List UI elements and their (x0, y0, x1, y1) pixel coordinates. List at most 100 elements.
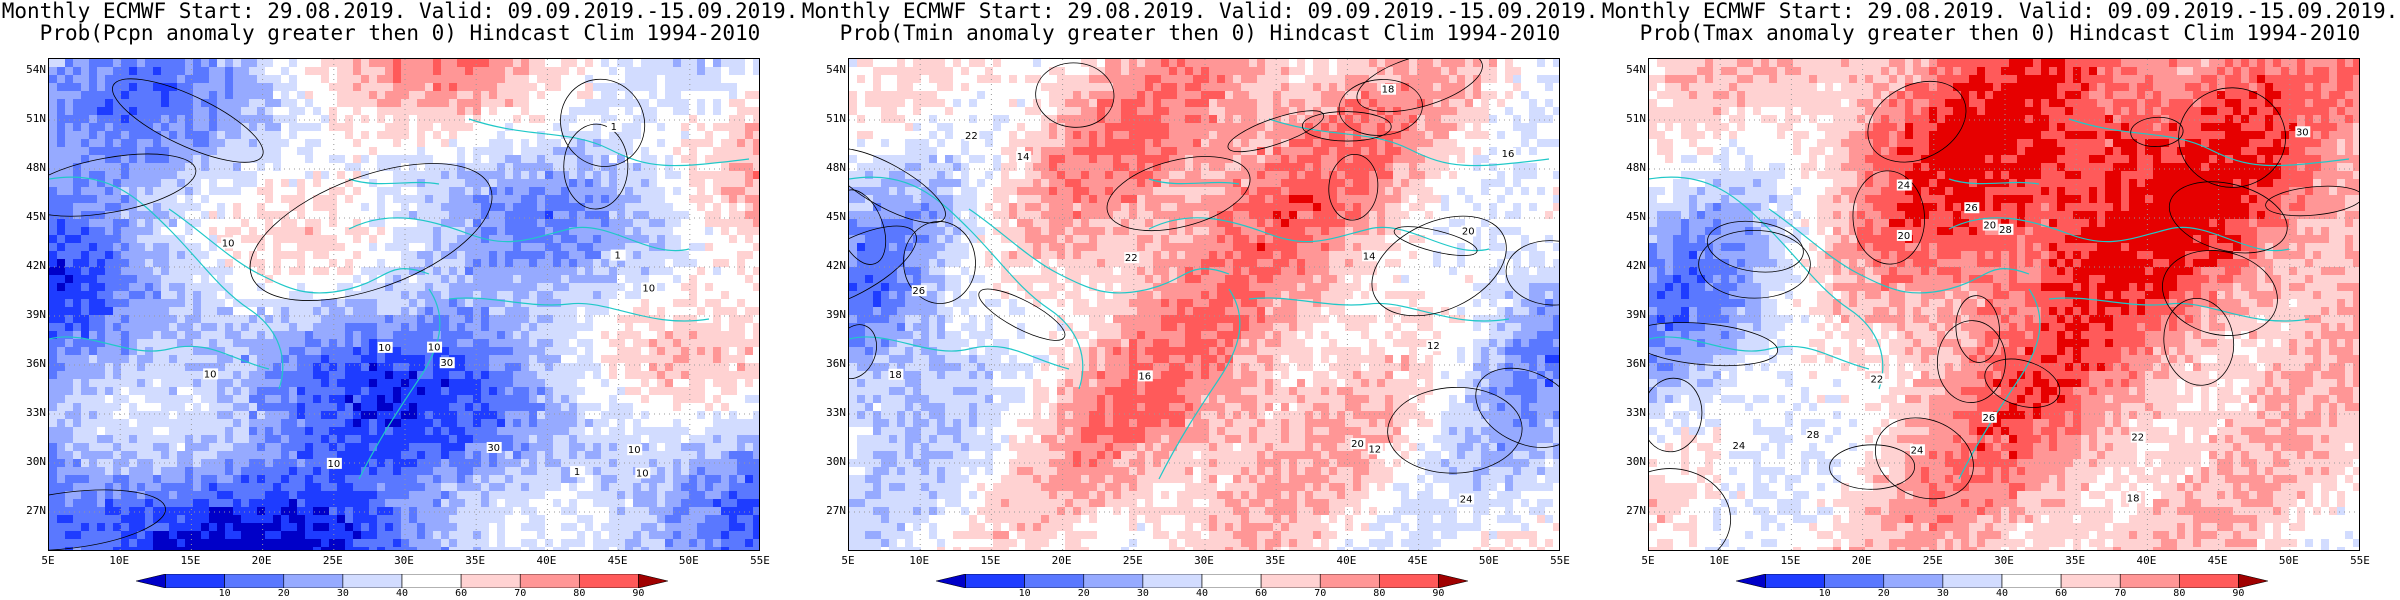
longitude-tick-label: 45E (2207, 554, 2228, 567)
longitude-tick-label: 40E (1336, 554, 1357, 567)
colorbar-label: 90 (1432, 588, 1445, 599)
contour-label: 26 (1982, 413, 1995, 424)
contour-label: 1 (574, 467, 580, 478)
contour-label: 22 (1870, 374, 1883, 385)
latitude-tick-label: 48N (26, 161, 46, 174)
colorbar-label: 70 (514, 588, 527, 599)
longitude-tick-label: 25E (1122, 554, 1143, 567)
longitude-tick-label: 40E (2136, 554, 2157, 567)
latitude-tick-label: 30N (826, 455, 846, 468)
colorbar-label: 10 (1018, 588, 1031, 599)
longitude-tick-label: 35E (1265, 554, 1286, 567)
probability-map: 20 22 24 26 28 24 22 20 18 24 26 28 30 (1648, 58, 2360, 551)
contour-label: 10 (636, 468, 649, 479)
latitude-tick-label: 54N (1626, 63, 1646, 76)
longitude-tick-label: 55E (750, 554, 770, 567)
longitude-tick-label: 20E (1051, 554, 1072, 567)
latitude-tick-label: 51N (1626, 112, 1646, 125)
longitude-tick-label: 50E (2278, 554, 2299, 567)
map-canvas: 20 22 24 26 28 24 22 20 18 24 26 28 30 (1649, 59, 2359, 550)
longitude-tick-label: 30E (1994, 554, 2014, 567)
longitude-tick-label: 45E (1407, 554, 1428, 567)
panel-title-line2: Prob(Pcpn anomaly greater then 0) Hindca… (39, 21, 761, 45)
colorbar-label: 40 (395, 588, 409, 599)
panel-title-line2: Prob(Tmin anomaly greater then 0) Hindca… (839, 21, 1561, 45)
latitude-tick-label: 36N (26, 357, 46, 370)
contour-label: 16 (1138, 371, 1151, 382)
contour-label: 28 (1807, 430, 1820, 441)
latitude-tick-label: 45N (1626, 210, 1646, 223)
contour-label: 30 (2296, 127, 2309, 138)
latitude-tick-label: 39N (26, 308, 46, 321)
latitude-tick-label: 39N (1626, 308, 1646, 321)
contour-label: 10 (428, 343, 441, 354)
contour-label: 1 (614, 251, 620, 262)
colorbar-label: 80 (573, 588, 586, 599)
colorbar-label: 20 (1077, 588, 1090, 599)
longitude-tick-label: 40E (536, 554, 557, 567)
contour-label: 10 (642, 283, 655, 294)
longitude-tick-label: 45E (607, 554, 628, 567)
colorbar-label: 40 (1195, 588, 1209, 599)
latitude-tick-label: 27N (26, 504, 46, 517)
latitude-tick-label: 30N (1626, 455, 1646, 468)
contour-label: 14 (1017, 152, 1030, 163)
colorbar-label: 90 (2232, 588, 2245, 599)
latitude-tick-label: 33N (826, 406, 846, 419)
longitude-tick-label: 10E (1709, 554, 1730, 567)
contour-label: 20 (1351, 439, 1364, 450)
latitude-tick-label: 54N (26, 63, 46, 76)
colorbar-label: 30 (1936, 588, 1949, 599)
colorbar-label: 20 (277, 588, 290, 599)
contour-label: 28 (1999, 225, 2012, 236)
colorbar-label: 10 (1818, 588, 1831, 599)
longitude-tick-label: 15E (180, 554, 201, 567)
contour-label: 30 (487, 443, 500, 454)
latitude-tick-label: 30N (26, 455, 46, 468)
map-panel-tmax: Monthly ECMWF Start: 29.08.2019. Valid: … (1600, 0, 2400, 600)
contour-label: 14 (1363, 251, 1376, 262)
colorbar (136, 574, 668, 588)
longitude-tick-label: 15E (980, 554, 1001, 567)
latitude-tick-label: 27N (826, 504, 846, 517)
contour-label: 30 (440, 358, 453, 369)
contour-label: 10 (378, 343, 391, 354)
colorbar-label: 70 (2114, 588, 2127, 599)
longitude-tick-label: 55E (1550, 554, 1570, 567)
contour-label: 20 (1462, 227, 1475, 238)
contour-label: 26 (1965, 203, 1978, 214)
latitude-tick-label: 51N (26, 112, 46, 125)
contour-label: 12 (1427, 341, 1440, 352)
latitude-tick-label: 42N (826, 259, 846, 272)
latitude-tick-label: 42N (1626, 259, 1646, 272)
latitude-tick-label: 36N (1626, 357, 1646, 370)
longitude-tick-label: 30E (1194, 554, 1214, 567)
contour-label: 22 (2131, 433, 2144, 444)
contour-label: 22 (1125, 253, 1138, 264)
latitude-tick-label: 48N (826, 161, 846, 174)
contour-label: 10 (628, 445, 641, 456)
longitude-tick-label: 25E (1922, 554, 1943, 567)
contour-label: 10 (204, 369, 217, 380)
colorbar-label: 20 (1877, 588, 1890, 599)
contour-label: 20 (1983, 221, 1996, 232)
latitude-tick-label: 33N (26, 406, 46, 419)
colorbar-label: 30 (336, 588, 349, 599)
colorbar-label: 60 (1255, 588, 1268, 599)
longitude-tick-label: 30E (394, 554, 414, 567)
colorbar-label: 30 (1136, 588, 1149, 599)
longitude-tick-label: 5E (41, 554, 55, 567)
colorbar-label: 60 (2055, 588, 2068, 599)
latitude-tick-label: 36N (826, 357, 846, 370)
contour-label: 24 (1460, 494, 1473, 505)
colorbar-label: 90 (632, 588, 645, 599)
contour-label: 10 (328, 459, 341, 470)
longitude-tick-label: 35E (2065, 554, 2086, 567)
panel-title-line2: Prob(Tmax anomaly greater then 0) Hindca… (1639, 21, 2361, 45)
longitude-tick-label: 5E (841, 554, 855, 567)
contour-label: 18 (2127, 493, 2140, 504)
colorbar-label: 70 (1314, 588, 1327, 599)
longitude-tick-label: 20E (251, 554, 272, 567)
contour-label: 16 (1502, 149, 1515, 160)
longitude-tick-label: 10E (909, 554, 930, 567)
